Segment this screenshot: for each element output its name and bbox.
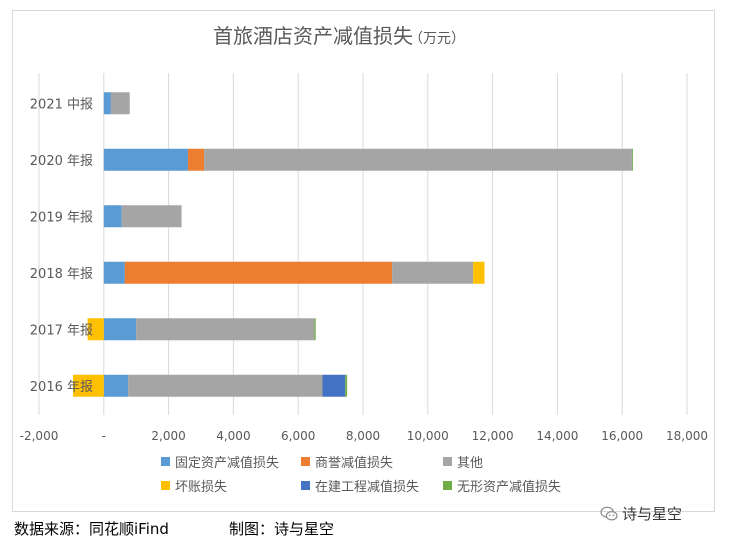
chart-frame: 首旅酒店资产减值损失 （万元） 2016 年报 2017 年报 2018 年报 201… <box>12 10 715 512</box>
legend-item: 坏账损失 <box>161 480 227 495</box>
bar-segment <box>345 374 348 397</box>
bar-segment <box>188 148 205 171</box>
y-category-label: 2018 年报 <box>30 267 93 282</box>
bar-segment <box>473 261 485 284</box>
chart-subtitle: （万元） <box>409 31 465 47</box>
x-tick-label: -2,000 <box>20 429 59 443</box>
bar-segment <box>87 318 104 341</box>
bar-segment <box>124 261 393 284</box>
legend-label: 其他 <box>457 456 483 471</box>
legend-item: 固定资产减值损失 <box>161 455 279 471</box>
y-category-label: 2019 年报 <box>30 210 93 225</box>
wechat-icon <box>600 506 618 520</box>
bar-segment <box>110 92 130 115</box>
bar-segment <box>322 374 346 397</box>
legend-swatch <box>301 481 310 490</box>
bar-segment <box>204 148 632 171</box>
x-tick-label: 16,000 <box>601 429 643 443</box>
watermark-text: 诗与星空 <box>622 505 683 523</box>
y-category-label: 2017 年报 <box>30 323 93 338</box>
y-category-label: 2020 年报 <box>30 154 93 169</box>
x-tick-label: 6,000 <box>281 429 315 443</box>
legend-swatch <box>443 481 452 490</box>
x-tick-label: 8,000 <box>346 429 380 443</box>
x-tick-label: 14,000 <box>536 429 578 443</box>
legend-label: 固定资产减值损失 <box>175 455 279 471</box>
legend-label: 无形资产减值损失 <box>457 479 561 495</box>
x-tick-label: 18,000 <box>666 429 708 443</box>
x-tick-label: 2,000 <box>151 429 185 443</box>
legend-swatch <box>161 481 170 490</box>
bars <box>73 92 633 397</box>
bar-segment <box>103 318 137 341</box>
bar-segment <box>392 261 474 284</box>
legend-label: 在建工程减值损失 <box>315 479 419 495</box>
bar-segment <box>121 205 182 228</box>
bar-segment <box>73 374 104 397</box>
x-tick-label: 12,000 <box>472 429 514 443</box>
bar-segment <box>103 148 189 171</box>
watermark: 诗与星空 <box>600 503 682 524</box>
y-category-label: 2016 年报 <box>30 380 93 395</box>
bar-segment <box>128 374 323 397</box>
legend-item: 商誉减值损失 <box>301 455 393 471</box>
legend-swatch <box>161 457 170 466</box>
legend-swatch <box>301 457 310 466</box>
bar-segment <box>314 318 316 341</box>
bar-segment <box>103 261 125 284</box>
legend-item: 无形资产减值损失 <box>443 479 561 495</box>
bar-segment <box>103 374 129 397</box>
x-tick-label: 10,000 <box>407 429 449 443</box>
bar-segment <box>103 92 111 115</box>
x-axis-labels: -2,000-2,000 4,000 6,000 8,000 10,000 12,000 1… <box>20 429 708 443</box>
legend-label: 坏账损失 <box>175 480 227 495</box>
footer-source: 数据来源：同花顺iFind <box>14 520 169 538</box>
legend-label: 商誉减值损失 <box>315 455 393 471</box>
footer-made-by: 制图：诗与星空 <box>229 520 335 538</box>
gridlines <box>38 73 688 415</box>
bar-segment <box>631 148 633 171</box>
chart-title: 首旅酒店资产减值损失 <box>213 24 413 48</box>
legend-item: 在建工程减值损失 <box>301 479 419 495</box>
x-tick-label: - <box>102 429 106 443</box>
bar-segment <box>136 318 315 341</box>
y-axis-labels: 2016 年报 2017 年报 2018 年报 2019 年报 2020 年报 2021 … <box>30 97 93 395</box>
y-category-label: 2021 中报 <box>30 97 93 112</box>
legend-swatch <box>443 457 452 466</box>
bar-segment <box>103 205 122 228</box>
legend-item: 其他 <box>443 456 483 471</box>
x-tick-label: 4,000 <box>216 429 250 443</box>
